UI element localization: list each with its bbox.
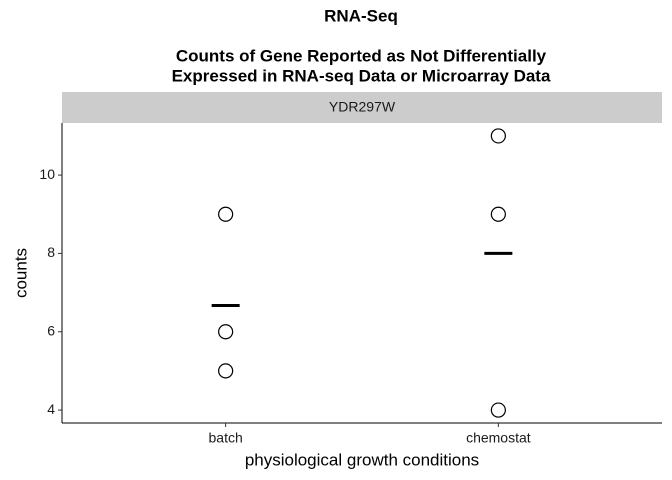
chart-subtitle: Expressed in RNA-seq Data or Microarray … (172, 66, 551, 85)
point (218, 363, 234, 379)
y-tick-label: 6 (47, 322, 55, 338)
point (490, 206, 506, 222)
facet-strip (62, 92, 662, 123)
x-tick-label: chemostat (466, 430, 531, 446)
point (490, 402, 506, 418)
point (218, 206, 234, 222)
x-tick-label: batch (209, 430, 243, 446)
chart-title: RNA-Seq (324, 6, 398, 25)
chart-subtitle: Counts of Gene Reported as Not Different… (176, 46, 547, 65)
y-tick-label: 8 (47, 244, 55, 260)
y-tick-label: 10 (39, 166, 55, 182)
y-tick-label: 4 (47, 401, 55, 417)
point (218, 324, 234, 340)
y-axis-title: counts (11, 248, 30, 298)
point (490, 128, 506, 144)
x-axis-title: physiological growth conditions (245, 450, 479, 469)
facet-label: YDR297W (329, 99, 396, 115)
